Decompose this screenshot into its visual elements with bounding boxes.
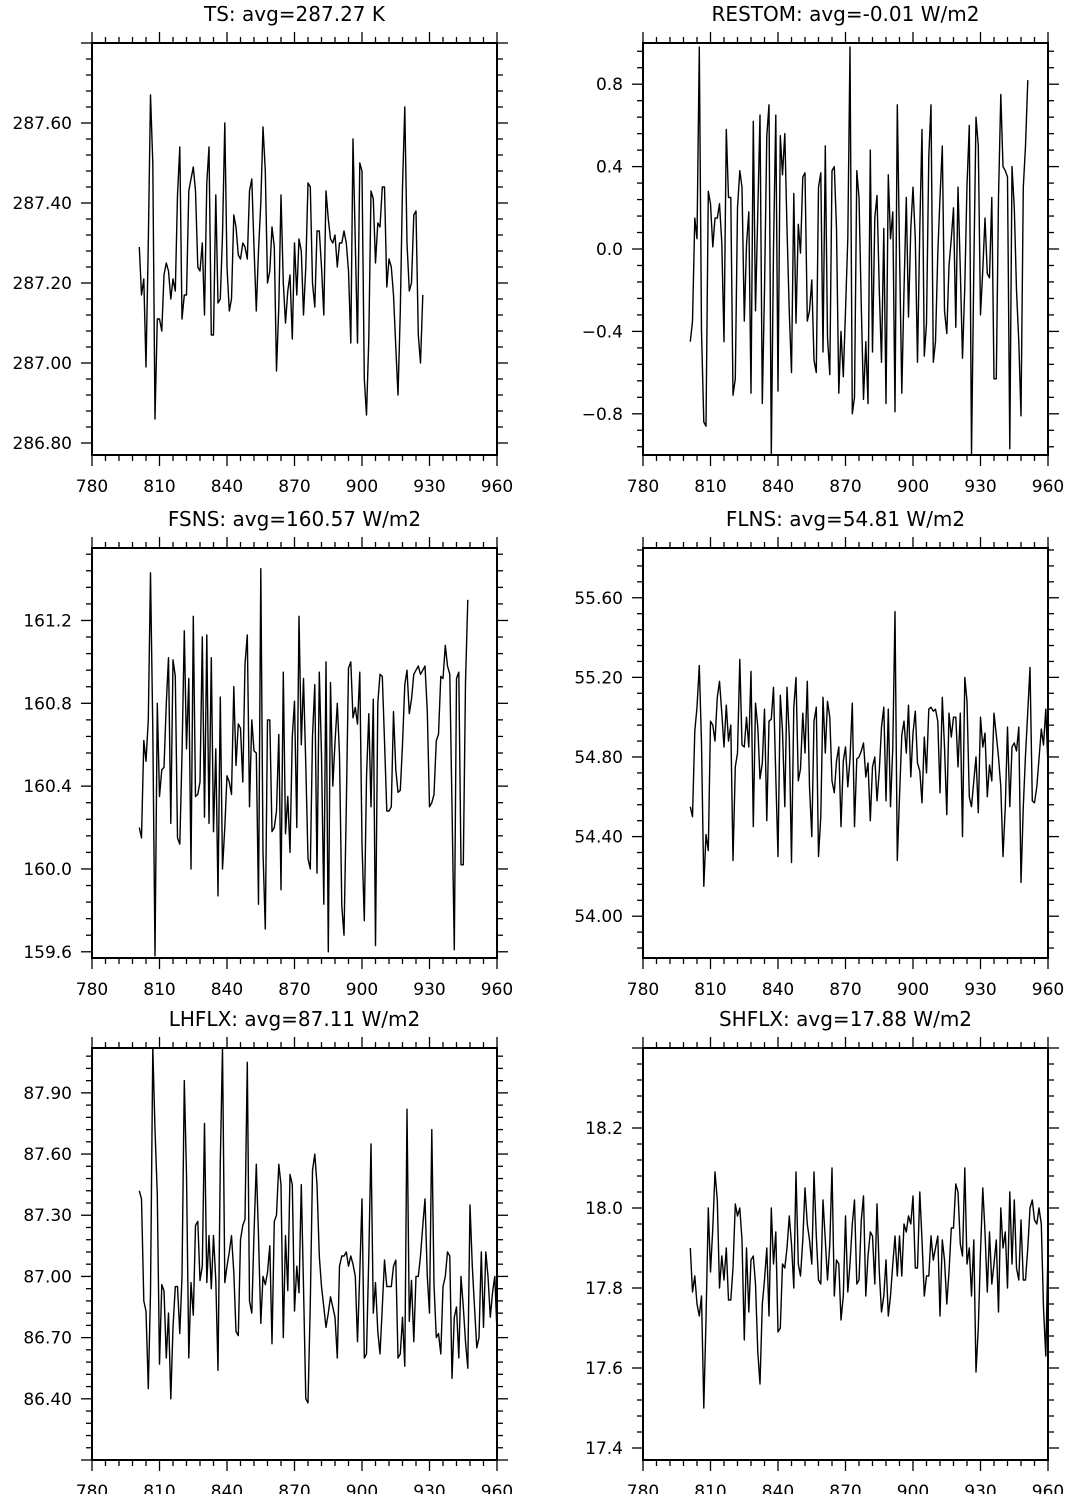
x-tick-label: 930 [413, 980, 445, 1000]
x-tick-label: 960 [1032, 980, 1064, 1000]
y-tick-label: 87.30 [23, 1206, 72, 1226]
y-tick-label: 86.70 [23, 1329, 72, 1349]
chart-title: SHFLX: avg=17.88 W/m2 [719, 1007, 972, 1031]
y-tick-label: 287.20 [13, 274, 72, 294]
y-tick-label: 0.4 [596, 158, 623, 178]
x-tick-label: 930 [964, 477, 996, 497]
y-tick-label: 160.4 [23, 777, 72, 797]
y-tick-label: 287.00 [13, 354, 72, 374]
y-tick-label: 0.8 [596, 75, 623, 95]
x-tick-label: 960 [481, 477, 513, 497]
x-tick-label: 870 [278, 980, 310, 1000]
x-tick-label: 810 [143, 980, 175, 1000]
y-tick-label: 160.0 [23, 860, 72, 880]
y-tick-label: 86.40 [23, 1390, 72, 1410]
y-tick-label: 160.8 [23, 694, 72, 714]
x-tick-label: 840 [211, 980, 243, 1000]
y-tick-label: 18.0 [585, 1199, 623, 1219]
x-tick-label: 840 [211, 477, 243, 497]
x-tick-label: 780 [627, 980, 659, 1000]
x-tick-label: 840 [762, 980, 794, 1000]
y-tick-label: 287.60 [13, 114, 72, 134]
chart-panel-3: FSNS: avg=160.57 W/m2 780 810 840 870 900 930 9… [23, 507, 513, 1000]
x-tick-label: 900 [897, 980, 929, 1000]
y-tick-label: 286.80 [13, 434, 72, 454]
x-tick-label: 780 [76, 980, 108, 1000]
y-tick-label: −0.8 [582, 405, 623, 425]
x-tick-label: 870 [278, 1482, 310, 1494]
x-tick-label: 870 [829, 477, 861, 497]
x-tick-label: 930 [413, 1482, 445, 1494]
chart-panel-1: TS: avg=287.27 K 780 810 840 870 900 930 960 286… [13, 2, 514, 497]
y-tick-label: 17.6 [585, 1359, 623, 1379]
y-tick-label: 159.6 [23, 943, 72, 963]
y-tick-label: 0.0 [596, 240, 623, 260]
y-tick-label: 55.20 [574, 668, 623, 688]
x-tick-label: 810 [694, 980, 726, 1000]
chart-title: RESTOM: avg=-0.01 W/m2 [712, 2, 980, 26]
x-tick-label: 810 [694, 477, 726, 497]
series-line [689, 611, 1048, 887]
x-tick-label: 900 [346, 980, 378, 1000]
y-tick-label: −0.4 [582, 322, 623, 342]
chart-panel-4: FLNS: avg=54.81 W/m2 780 810 840 870 900 930 96… [574, 507, 1064, 1000]
x-tick-label: 810 [143, 477, 175, 497]
x-tick-label: 840 [211, 1482, 243, 1494]
x-tick-label: 900 [346, 477, 378, 497]
x-tick-label: 900 [897, 1482, 929, 1494]
series-line [138, 94, 424, 420]
x-tick-label: 930 [964, 1482, 996, 1494]
y-tick-label: 17.8 [585, 1279, 623, 1299]
y-tick-label: 87.60 [23, 1145, 72, 1165]
chart-panel-5: LHFLX: avg=87.11 W/m2 780 810 840 870 900 930 9… [23, 1007, 513, 1494]
x-tick-label: 870 [278, 477, 310, 497]
x-tick-label: 930 [964, 980, 996, 1000]
chart-title: FSNS: avg=160.57 W/m2 [168, 507, 421, 531]
y-tick-label: 18.2 [585, 1119, 623, 1139]
y-tick-label: 54.80 [574, 748, 623, 768]
x-tick-label: 960 [481, 1482, 513, 1494]
y-tick-label: 87.00 [23, 1267, 72, 1287]
y-tick-label: 55.60 [574, 589, 623, 609]
x-tick-label: 780 [627, 477, 659, 497]
x-tick-label: 780 [76, 477, 108, 497]
x-tick-label: 780 [627, 1482, 659, 1494]
x-tick-label: 960 [1032, 1482, 1064, 1494]
x-tick-label: 870 [829, 980, 861, 1000]
chart-title: FLNS: avg=54.81 W/m2 [726, 507, 965, 531]
series-line [138, 1048, 497, 1404]
series-line [689, 46, 1029, 455]
chart-panel-6: SHFLX: avg=17.88 W/m2 780 810 840 870 900 930 9… [585, 1007, 1064, 1494]
series-line [138, 568, 469, 957]
y-tick-label: 87.90 [23, 1084, 72, 1104]
x-tick-label: 840 [762, 1482, 794, 1494]
chart-title: TS: avg=287.27 K [203, 2, 386, 26]
x-tick-label: 810 [694, 1482, 726, 1494]
x-tick-label: 960 [1032, 477, 1064, 497]
x-tick-label: 870 [829, 1482, 861, 1494]
y-tick-label: 54.00 [574, 907, 623, 927]
y-tick-label: 161.2 [23, 611, 72, 631]
y-tick-label: 287.40 [13, 194, 72, 214]
x-tick-label: 960 [481, 980, 513, 1000]
x-tick-label: 810 [143, 1482, 175, 1494]
x-tick-label: 930 [413, 477, 445, 497]
chart-title: LHFLX: avg=87.11 W/m2 [169, 1007, 421, 1031]
y-tick-label: 17.4 [585, 1439, 623, 1459]
x-tick-label: 900 [346, 1482, 378, 1494]
x-tick-label: 840 [762, 477, 794, 497]
x-tick-label: 780 [76, 1482, 108, 1494]
x-tick-label: 900 [897, 477, 929, 497]
series-line [689, 1167, 1048, 1409]
chart-panel-2: RESTOM: avg=-0.01 W/m2 780 810 840 870 900 930… [582, 2, 1065, 497]
y-tick-label: 54.40 [574, 828, 623, 848]
